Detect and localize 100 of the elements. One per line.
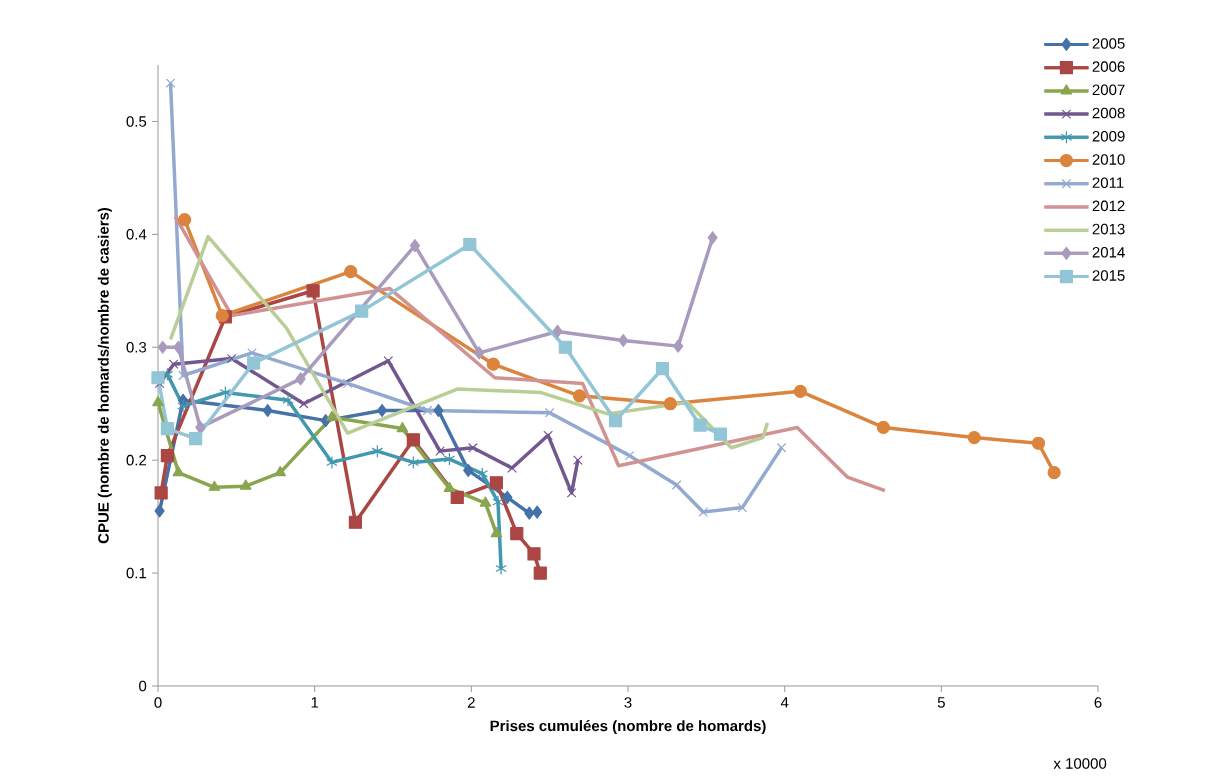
point [443, 452, 456, 466]
point [226, 353, 237, 364]
point [208, 480, 221, 491]
point [344, 265, 358, 279]
point [573, 455, 583, 466]
text: x 10000 [1053, 758, 1107, 769]
point [219, 385, 232, 400]
legend-label: 2008 [1092, 107, 1125, 119]
point [246, 356, 261, 370]
point [693, 418, 707, 432]
point [527, 547, 541, 561]
point [507, 463, 517, 473]
point [383, 355, 394, 366]
legend-label: 2007 [1092, 84, 1125, 96]
point [274, 465, 287, 477]
point [376, 403, 388, 418]
point [671, 480, 682, 490]
point [348, 515, 363, 529]
point [1047, 465, 1061, 480]
point [468, 442, 478, 453]
point [463, 463, 474, 477]
y-axis-title: CPUE (nombre de homards/nombre de casiers) [97, 207, 112, 544]
x-tick-label: 6 [1094, 697, 1102, 708]
point [608, 414, 623, 428]
point [178, 370, 188, 381]
point [490, 526, 503, 538]
point [154, 486, 168, 500]
x-tick-label: 4 [780, 697, 789, 708]
point [713, 427, 728, 441]
point [189, 432, 203, 446]
x-tick-label: 2 [467, 697, 475, 708]
point [262, 403, 273, 418]
y-tick-label: 0 [139, 680, 147, 692]
y-tick-label: 0.4 [126, 229, 147, 240]
point [489, 476, 504, 490]
legend-label: 2009 [1092, 130, 1125, 142]
point [543, 430, 553, 441]
x-tick-label: 1 [311, 697, 319, 708]
point [443, 481, 456, 492]
point [967, 430, 981, 445]
point [533, 566, 547, 580]
point [247, 348, 257, 358]
point [435, 446, 445, 456]
point [157, 340, 168, 354]
point [1031, 436, 1046, 450]
y-tick-label: 0.1 [126, 567, 147, 579]
point [510, 526, 524, 541]
x-tick-label: 3 [624, 697, 632, 708]
x-axis-title: Prises cumulées (nombre de homards) [490, 720, 766, 735]
point [479, 496, 492, 507]
point [406, 433, 420, 447]
point [295, 372, 306, 386]
point [422, 405, 433, 416]
point [177, 399, 189, 413]
legend-label: 2013 [1092, 223, 1125, 235]
point [663, 397, 677, 411]
point [160, 421, 175, 436]
point [532, 505, 543, 519]
point [409, 239, 421, 253]
point [618, 333, 629, 348]
point [655, 362, 670, 376]
point [355, 304, 369, 318]
y-tick-label: 0.5 [126, 116, 147, 127]
point [152, 395, 164, 407]
point [572, 389, 587, 403]
y-tick-label: 0.2 [126, 454, 147, 466]
point [698, 507, 709, 517]
point [673, 339, 684, 353]
point [306, 284, 320, 298]
point [707, 231, 718, 245]
point [544, 407, 555, 418]
point [552, 324, 563, 339]
point [168, 359, 179, 370]
point [178, 213, 192, 227]
point [737, 502, 748, 513]
point [463, 237, 477, 252]
point [566, 488, 577, 498]
x-tick-label: 0 [154, 697, 162, 708]
point [342, 378, 353, 389]
point [326, 410, 338, 421]
point [474, 346, 485, 360]
line-series [173, 214, 887, 493]
point [173, 340, 184, 354]
point [433, 403, 444, 418]
point [172, 465, 185, 477]
y-tick-label: 0.3 [126, 341, 147, 353]
point [298, 398, 309, 409]
point [502, 490, 513, 505]
point [371, 444, 384, 458]
legend-label: 2014 [1092, 247, 1125, 258]
point [282, 393, 294, 407]
legend-label: 2005 [1092, 38, 1125, 49]
point [776, 442, 787, 453]
legend-label: 2010 [1092, 154, 1125, 165]
point [407, 455, 420, 470]
point [793, 384, 807, 398]
x-tick-label: 5 [937, 697, 945, 708]
legend-label: 2011 [1092, 177, 1124, 188]
legend-label: 2006 [1092, 61, 1125, 72]
point [876, 420, 890, 435]
